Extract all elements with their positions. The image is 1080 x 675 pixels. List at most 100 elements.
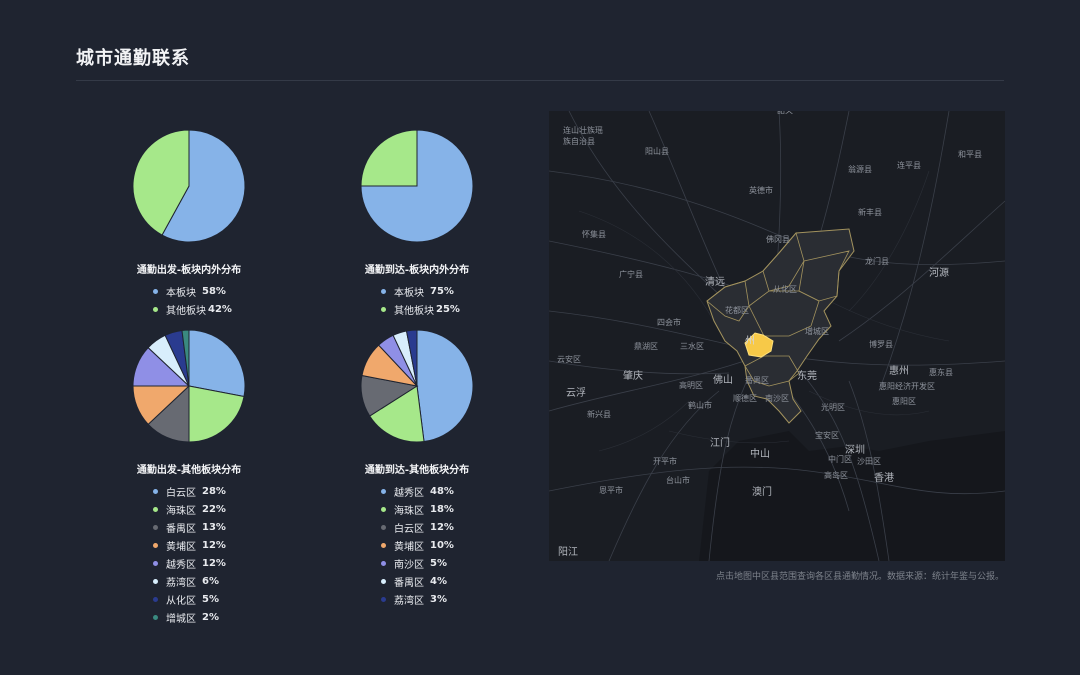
legend-value: 3% [430, 593, 447, 605]
pie-caption: 通勤到达-其他板块分布 [364, 465, 470, 476]
legend-dot [153, 542, 158, 548]
map-label: 惠阳经济开发区 [879, 382, 935, 391]
pie-slice[interactable] [360, 129, 418, 187]
pie-slice[interactable] [369, 385, 425, 443]
legend-dot [153, 288, 158, 294]
pie-slice[interactable] [188, 329, 246, 398]
map-label: 肇庆 [623, 371, 643, 382]
map-label: 中门区 [828, 455, 852, 464]
map-label: 增城区 [805, 327, 829, 336]
map-label: 连平县 [897, 161, 921, 170]
legend-value: 10% [430, 539, 454, 551]
map-label: 韶关 [777, 111, 793, 116]
legend-value: 18% [430, 503, 454, 515]
pie-chart [132, 129, 246, 243]
pie-slice[interactable] [188, 385, 245, 443]
map-label: 云浮 [566, 388, 586, 399]
legend-label: 本板块 [394, 287, 424, 299]
legend-label: 越秀区 [394, 487, 424, 499]
map-base [549, 111, 1005, 561]
legend-label: 白云区 [394, 523, 424, 535]
legend-item: 从化区 5% [153, 590, 309, 608]
map-highlight-district[interactable] [744, 332, 774, 358]
pie-inbound-other-districts: 通勤到达-其他板块分布 越秀区 48% 海珠区 18% 白云区 12% 黄埔区 10% 南沙区 5… [297, 328, 537, 608]
legend-dot [153, 306, 158, 312]
legend-dot [381, 488, 386, 494]
legend-item: 增城区 2% [153, 608, 309, 626]
pie-slice[interactable] [416, 329, 474, 443]
legend-item: 其他板块 25% [381, 300, 537, 318]
legend-item: 番禺区 13% [153, 518, 309, 536]
title-divider [76, 80, 1004, 81]
pie-slice[interactable] [132, 129, 190, 236]
pie-slice[interactable] [161, 129, 246, 243]
map-label: 河源 [929, 268, 949, 279]
legend-value: 2% [202, 611, 219, 623]
legend-dot [381, 524, 386, 530]
legend-item: 海珠区 18% [381, 500, 537, 518]
pie-slice[interactable] [405, 329, 418, 387]
commute-map[interactable]: 连山壮族瑶族自治县 阳山县 翁源县 连平县 和平县 英德市 新丰县 怀集县 佛冈… [549, 111, 1005, 561]
legend-value: 28% [202, 485, 226, 497]
map-label: 阳江 [558, 547, 578, 558]
pie-slice[interactable] [181, 329, 190, 387]
legend-dot [381, 288, 386, 294]
map-label: 高岛区 [824, 471, 848, 480]
map-label: 州 [745, 336, 755, 347]
legend-dot [153, 560, 158, 566]
map-label: 连山壮族瑶族自治县 [563, 126, 603, 146]
map-label: 三水区 [680, 342, 704, 351]
legend-value: 42% [208, 303, 232, 315]
map-label: 清远 [705, 277, 725, 288]
map-label: 宝安区 [815, 431, 839, 440]
pie-caption: 通勤出发-其他板块分布 [136, 465, 242, 476]
legend-dot [153, 596, 158, 602]
map-label: 南沙区 [765, 394, 789, 403]
pie-legend: 白云区 28% 海珠区 22% 番禺区 13% 黄埔区 12% 越秀区 12% 荔湾区 6% 从化区 5%… [153, 482, 309, 626]
map-label: 佛冈县 [766, 235, 790, 244]
legend-value: 22% [202, 503, 226, 515]
legend-label: 白云区 [166, 487, 196, 499]
map-footnote: 点击地图中区县范围查询各区县通勤情况。数据来源：统计年鉴与公报。 [715, 572, 1004, 582]
map-label: 鼎湖区 [634, 342, 658, 351]
legend-label: 海珠区 [166, 505, 196, 517]
pie-inbound-inside-outside: 通勤到达-板块内外分布 本板块 75% 其他板块 25% [297, 128, 537, 318]
page-title: 城市通勤联系 [76, 48, 190, 69]
map-label: 澳门 [752, 487, 772, 498]
legend-item: 本板块 75% [381, 282, 537, 300]
legend-item: 荔湾区 3% [381, 590, 537, 608]
legend-item: 越秀区 48% [381, 482, 537, 500]
map-label: 云安区 [557, 355, 581, 364]
legend-item: 本板块 58% [153, 282, 309, 300]
legend-value: 13% [202, 521, 226, 533]
legend-value: 58% [202, 285, 226, 297]
legend-dot [381, 542, 386, 548]
legend-label: 其他板块 [166, 305, 206, 317]
pie-legend: 本板块 58% 其他板块 42% [153, 282, 309, 318]
map-label: 和平县 [958, 150, 982, 159]
pie-chart [360, 129, 474, 243]
legend-value: 75% [430, 285, 454, 297]
pie-slice[interactable] [360, 129, 474, 243]
map-label: 沙田区 [857, 457, 881, 466]
pie-chart [360, 329, 474, 443]
legend-dot [153, 506, 158, 512]
legend-item: 白云区 28% [153, 482, 309, 500]
map-label: 东莞 [797, 371, 817, 382]
legend-value: 4% [430, 575, 447, 587]
legend-item: 越秀区 12% [153, 554, 309, 572]
legend-item: 其他板块 42% [153, 300, 309, 318]
legend-label: 南沙区 [394, 559, 424, 571]
legend-label: 其他板块 [394, 305, 434, 317]
pie-legend: 越秀区 48% 海珠区 18% 白云区 12% 黄埔区 10% 南沙区 5% 番禺区 4% 荔湾区 3% [381, 482, 537, 608]
map-label: 光明区 [821, 403, 845, 412]
legend-dot [381, 560, 386, 566]
map-label: 中山 [750, 449, 770, 460]
legend-label: 增城区 [166, 613, 196, 625]
map-label: 翁源县 [848, 165, 872, 174]
legend-value: 48% [430, 485, 454, 497]
legend-value: 5% [202, 593, 219, 605]
map-label: 怀集县 [582, 230, 606, 239]
legend-item: 荔湾区 6% [153, 572, 309, 590]
map-label: 从化区 [773, 285, 797, 294]
